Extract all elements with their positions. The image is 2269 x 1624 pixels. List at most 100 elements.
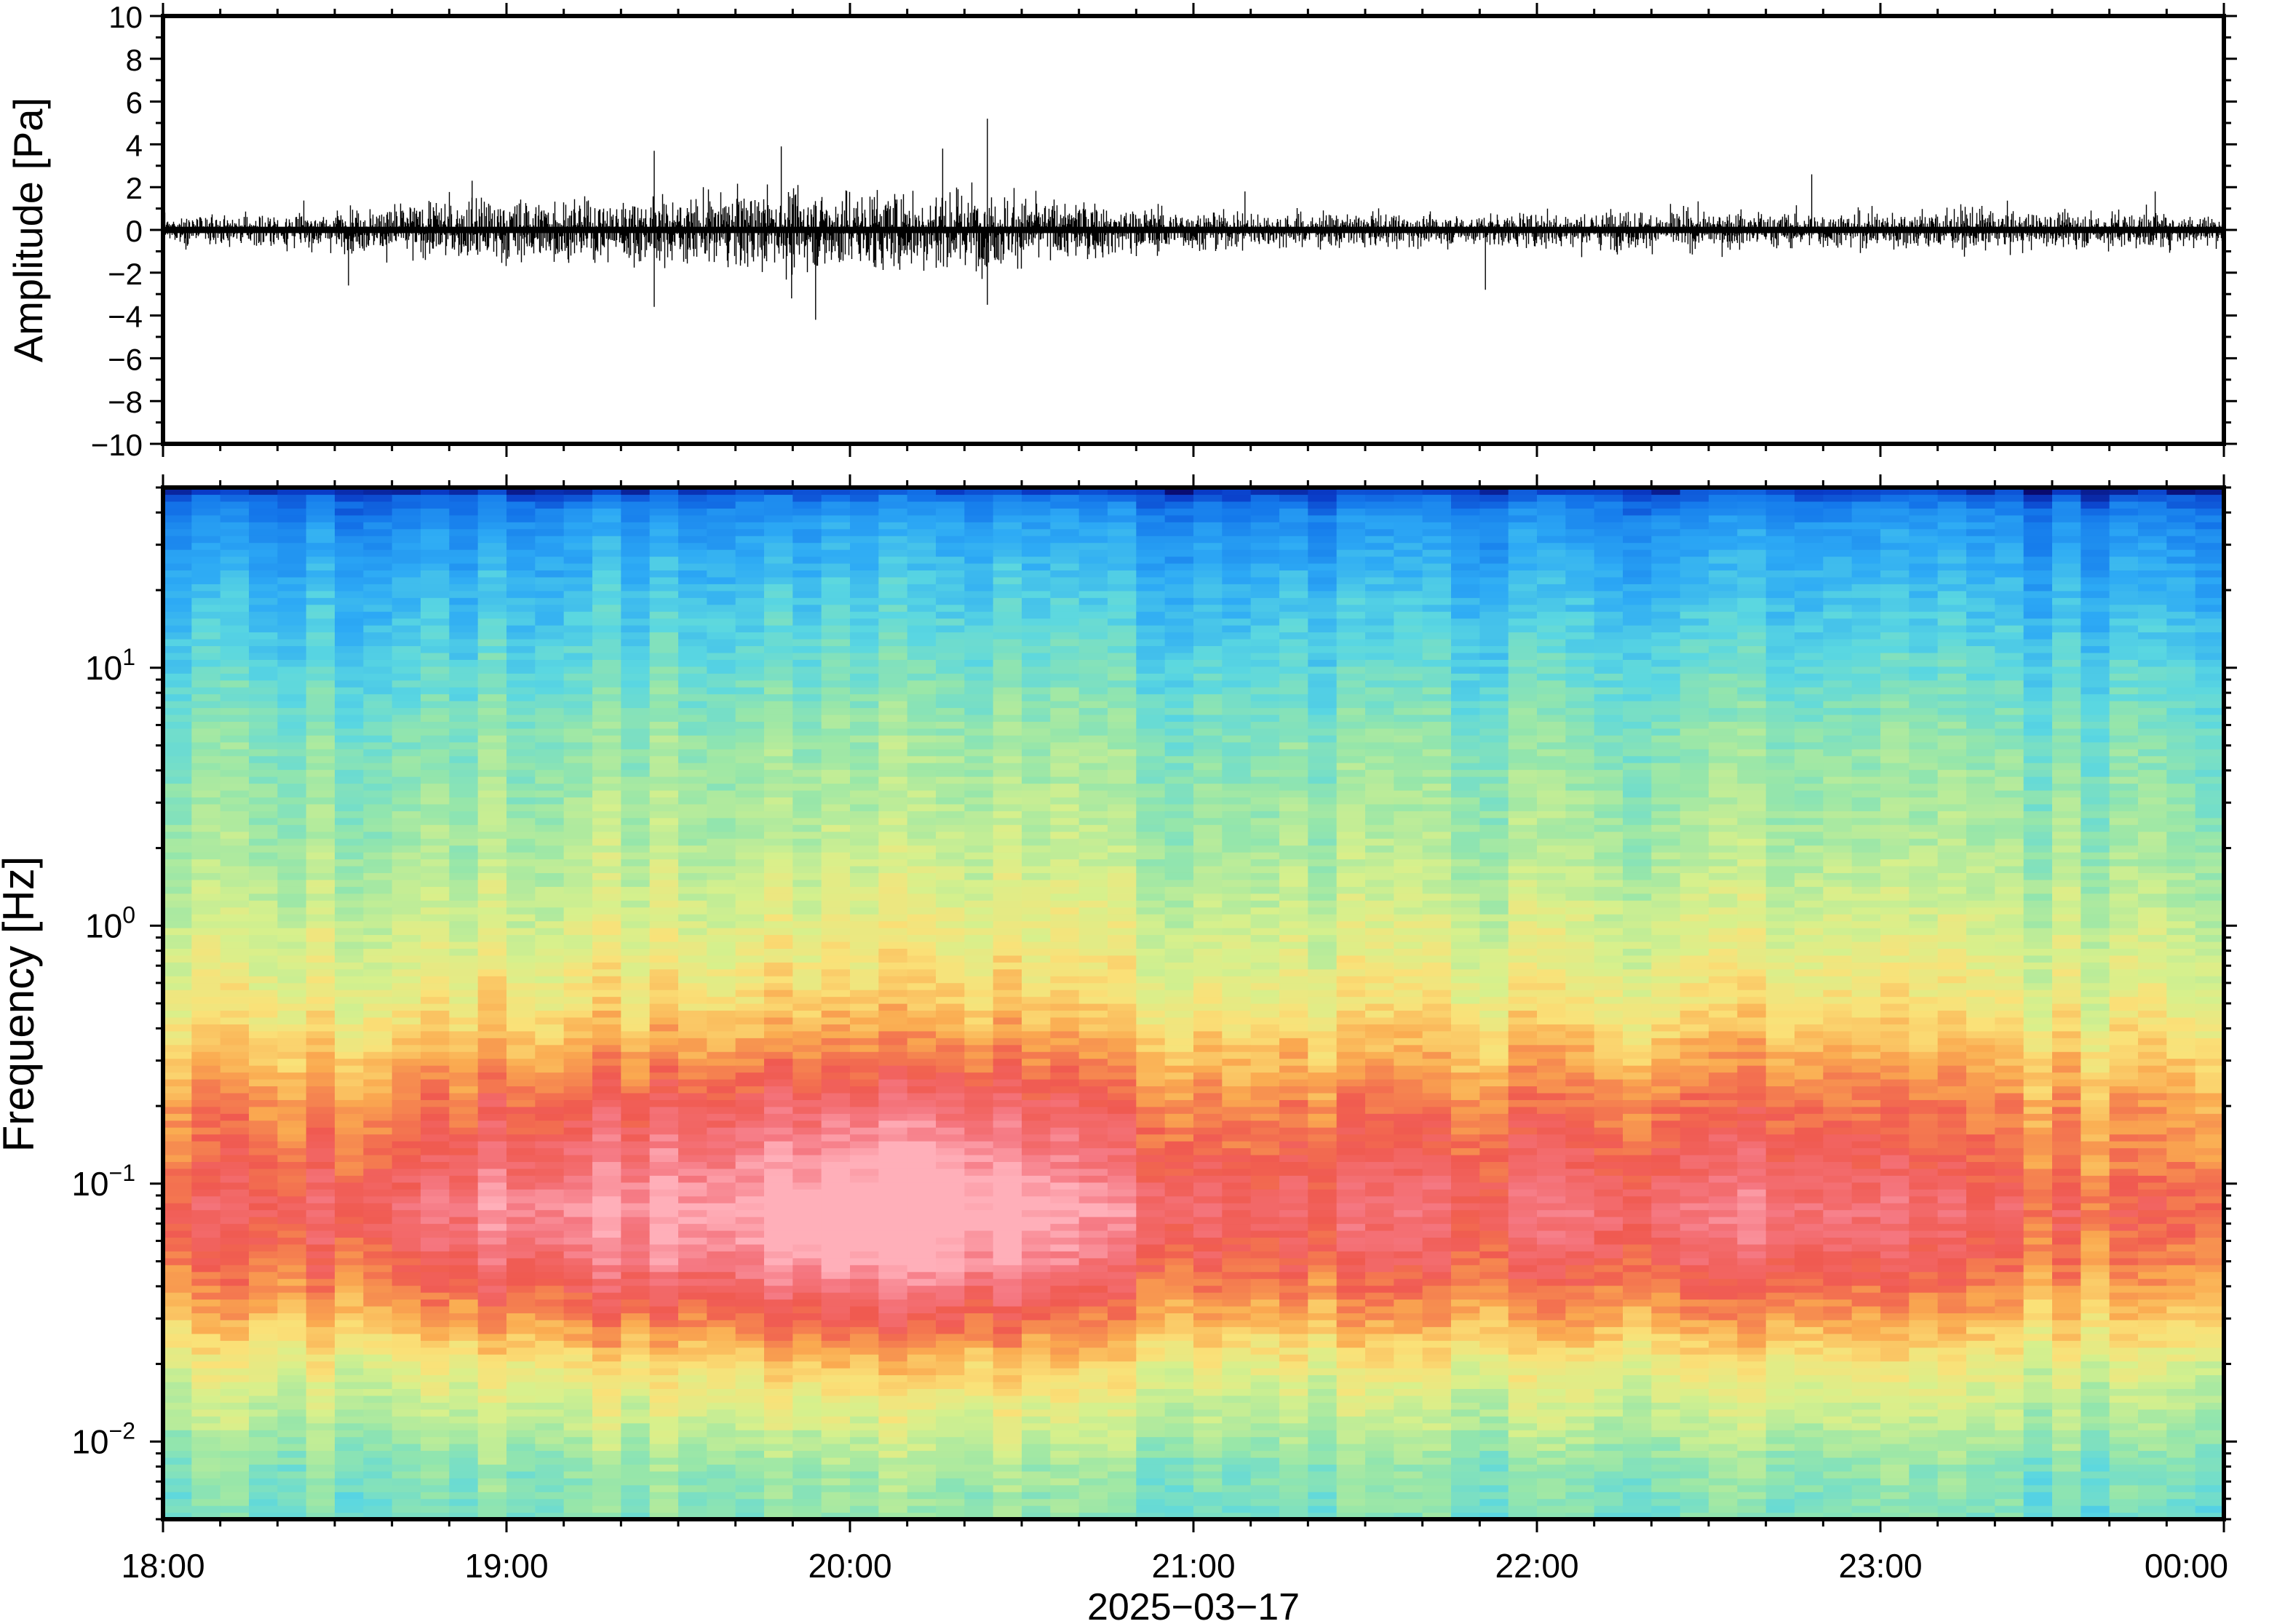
spectrogram-cell (392, 514, 421, 522)
spectrogram-cell (306, 514, 335, 522)
spectrogram-cell (907, 1319, 937, 1327)
spectrogram-cell (392, 1113, 421, 1121)
spectrogram-cell (392, 625, 421, 633)
spectrogram-cell (821, 1182, 851, 1190)
spectrogram-cell (878, 893, 908, 901)
spectrogram-cell (936, 1175, 965, 1183)
spectrogram-cell (477, 1265, 507, 1273)
spectrogram-cell (477, 1305, 507, 1313)
spectrogram-cell (191, 1444, 221, 1452)
spectrogram-cell (506, 1092, 536, 1100)
spectrogram-cell (821, 1127, 851, 1135)
spectrogram-cell (163, 1154, 192, 1163)
spectrogram-cell (392, 763, 421, 771)
spectrogram-cell (764, 1505, 793, 1513)
spectrogram-cell (592, 976, 621, 984)
spectrogram-cell (850, 514, 879, 522)
spectrogram-cell (707, 645, 736, 653)
spectrogram-cell (506, 1326, 536, 1334)
spectrogram-cell (449, 968, 479, 976)
spectrogram-cell (277, 893, 307, 901)
spectrogram-cell (621, 1333, 651, 1341)
spectrogram-cell (592, 948, 621, 956)
spectrogram-cell (563, 1243, 593, 1251)
spectrogram-cell (907, 508, 937, 516)
spectrogram-cell (563, 652, 593, 660)
spectrogram-cell (678, 1051, 707, 1059)
spectrogram-cell (220, 1333, 250, 1341)
spectrogram-cell (993, 1175, 1022, 1183)
spectrogram-cell (649, 1292, 679, 1300)
spectrogram-cell (191, 1416, 221, 1424)
spectrogram-cell (363, 797, 393, 805)
spectrogram-cell (850, 1065, 879, 1073)
spectrogram-cell (678, 900, 707, 908)
spectrogram-cell (621, 693, 651, 701)
spectrogram-cell (735, 597, 765, 605)
spectrogram-cell (792, 1134, 822, 1142)
spectrogram-cell (1022, 893, 1051, 901)
spectrogram-cell (535, 879, 565, 887)
spectrogram-cell (363, 1416, 393, 1424)
spectrogram-cell (850, 1203, 879, 1211)
spectrogram-cell (907, 1182, 937, 1190)
spectrogram-cell (735, 948, 765, 956)
spectrogram-cell (392, 914, 421, 922)
spectrogram-cell (735, 721, 765, 729)
spectrogram-cell (792, 536, 822, 544)
spectrogram-cell (707, 1099, 736, 1107)
spectrogram-cell (277, 982, 307, 990)
spectrogram-cell (1022, 900, 1051, 908)
spectrogram-cell (421, 618, 450, 626)
spectrogram-cell (191, 1251, 221, 1259)
spectrogram-cell (535, 693, 565, 701)
spectrogram-cell (506, 680, 536, 688)
spectrogram-cell (936, 1512, 965, 1519)
spectrogram-cell (907, 1457, 937, 1465)
spectrogram-cell (707, 1512, 736, 1519)
spectrogram-cell (621, 749, 651, 757)
spectrogram-cell (649, 1106, 679, 1114)
spectrogram-cell (907, 1340, 937, 1348)
spectrogram-cell (735, 1354, 765, 1362)
spectrogram-cell (878, 673, 908, 681)
spectrogram-cell (535, 1003, 565, 1011)
spectrogram-cell (535, 769, 565, 777)
spectrogram-cell (563, 934, 593, 942)
spectrogram-cell (335, 838, 364, 846)
spectrogram-cell (792, 1113, 822, 1121)
spectrogram-cell (477, 968, 507, 976)
spectrogram-cell (1022, 1182, 1051, 1190)
spectrogram-cell (191, 776, 221, 784)
spectrogram-cell (191, 1484, 221, 1492)
spectrogram-cell (764, 776, 793, 784)
spectrogram-cell (477, 611, 507, 619)
spectrogram-cell (477, 494, 507, 502)
spectrogram-cell (621, 1134, 651, 1142)
spectrogram-cell (563, 1092, 593, 1100)
spectrogram-cell (535, 673, 565, 681)
spectrogram-cell (592, 1470, 621, 1478)
spectrogram-cell (563, 990, 593, 998)
spectrogram-cell (421, 1416, 450, 1424)
spectrogram-cell (363, 1230, 393, 1238)
spectrogram-cell (878, 1347, 908, 1355)
spectrogram-cell (249, 1044, 278, 1052)
spectrogram-cell (1078, 1436, 1108, 1444)
spectrogram-cell (592, 763, 621, 771)
spectrogram-cell (964, 1299, 994, 1307)
spectrogram-cell (535, 611, 565, 619)
spectrogram-cell (1022, 741, 1051, 749)
spectrogram-cell (1022, 618, 1051, 626)
spectrogram-cell (621, 1168, 651, 1176)
spectrogram-cell (592, 872, 621, 880)
spectrogram-cell (1078, 1257, 1108, 1265)
spectrogram-cell (477, 632, 507, 640)
spectrogram-cell (563, 1168, 593, 1176)
spectrogram-cell (421, 1354, 450, 1362)
spectrogram-cell (707, 597, 736, 605)
spectrogram-cell (878, 1038, 908, 1046)
spectrogram-cell (506, 1422, 536, 1430)
spectrogram-cell (649, 976, 679, 984)
spectrogram-cell (306, 494, 335, 502)
